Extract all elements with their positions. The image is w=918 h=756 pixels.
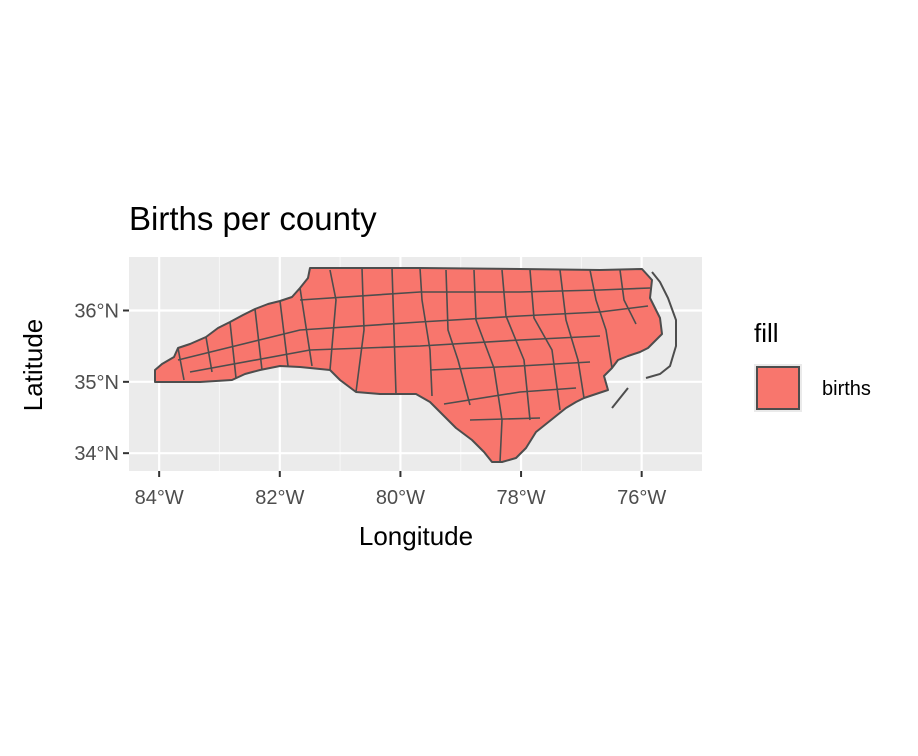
legend-label-births: births [822,378,871,400]
map-layer [154,267,677,463]
x-tick-label: 82°W [255,487,304,509]
y-tick-label: 36°N [74,301,119,323]
county-boundary [205,336,213,373]
barrier-island [611,387,629,409]
county-boundary [177,305,649,361]
county-boundary [501,269,531,421]
county-boundary [299,287,313,367]
x-tick-label: 76°W [617,487,666,509]
y-tick-label: 35°N [74,372,119,394]
x-tick-label: 84°W [135,487,184,509]
x-axis: 84°W 82°W 80°W 78°W 76°W [135,471,666,509]
county-boundary [445,269,471,406]
county-boundary [473,269,503,463]
x-axis-title: Longitude [359,521,473,551]
county-boundary [619,269,637,325]
county-boundary [355,267,365,393]
county-boundary [443,387,577,405]
chart-title: Births per county [129,200,377,237]
county-boundary [469,417,541,421]
legend-key [754,364,802,412]
county-boundary [177,347,185,381]
county-boundary [529,269,561,411]
county-boundary [229,321,237,379]
y-axis-title: Latitude [18,319,48,412]
y-tick-label: 34°N [74,443,119,465]
county-boundary [391,267,397,395]
x-tick-label: 80°W [376,487,425,509]
outer-banks [645,271,677,379]
county-boundary [559,269,585,399]
x-tick-label: 78°W [496,487,545,509]
legend-title: fill [754,318,779,348]
county-boundary [429,361,591,371]
y-axis: 36°N 35°N 34°N [74,301,129,465]
legend-swatch [756,366,800,410]
county-boundary [329,269,337,371]
county-boundary [189,335,601,373]
county-boundary [299,287,651,301]
county-boundary [419,267,433,397]
county-boundary [589,269,613,369]
